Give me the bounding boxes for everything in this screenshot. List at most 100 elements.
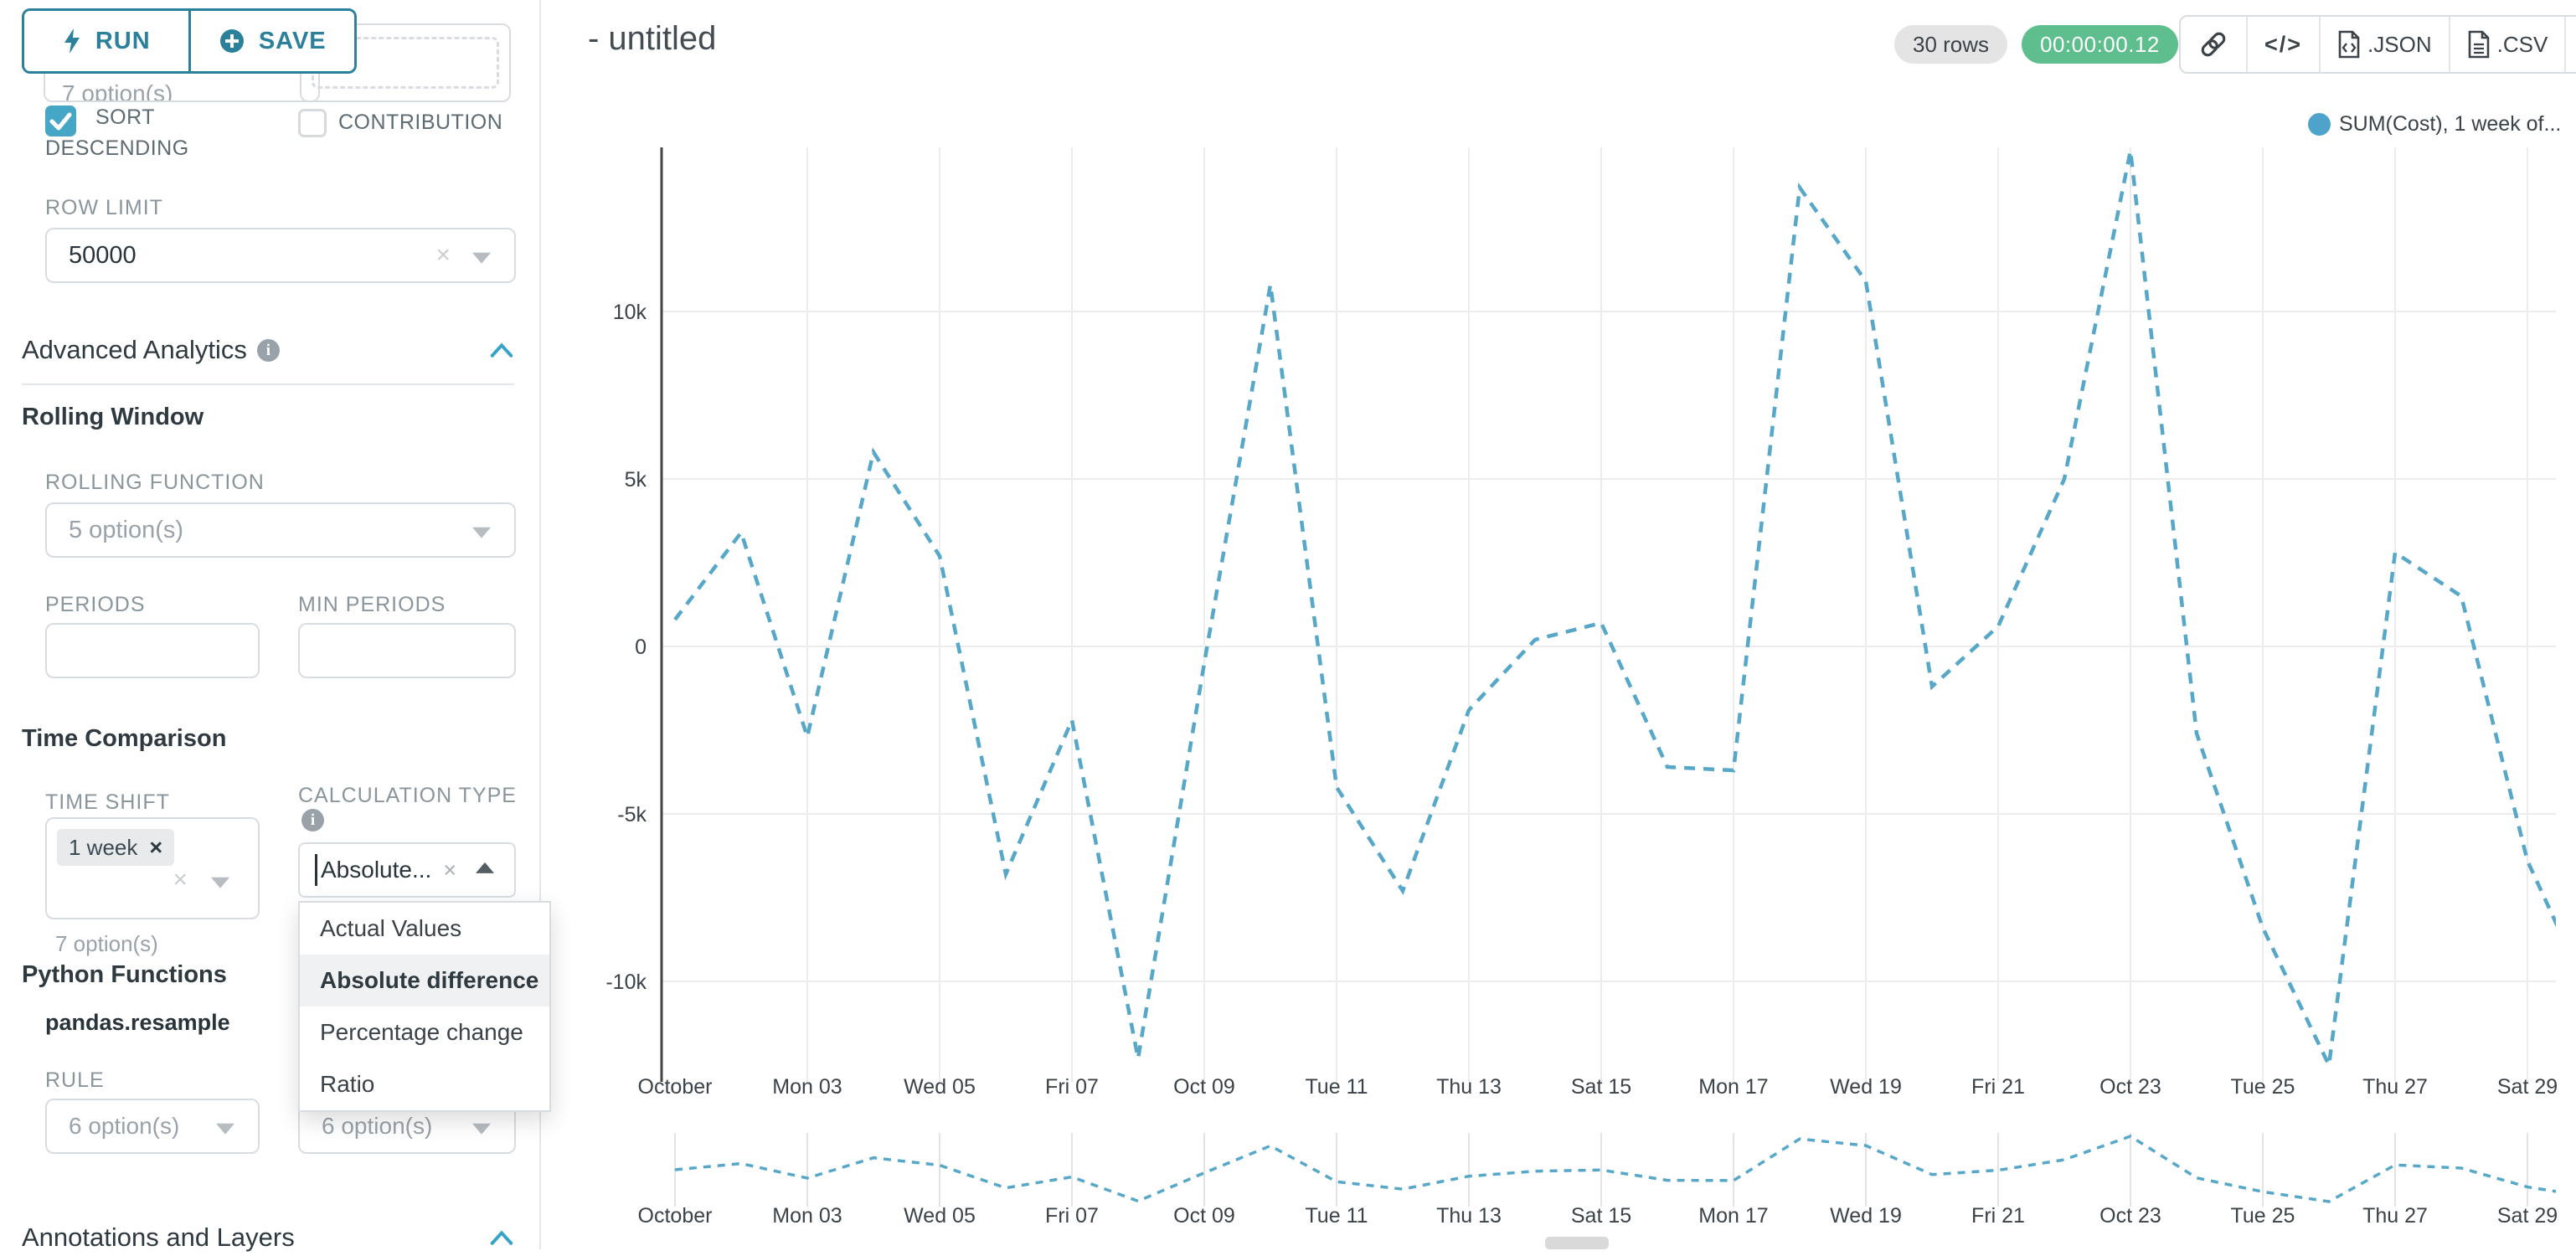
chevron-down-icon: [216, 1123, 234, 1135]
time-comparison-title: Time Comparison: [22, 725, 227, 752]
calculation-type-label: CALCULATION TYPE: [298, 784, 517, 807]
chart-title[interactable]: - untitled: [588, 20, 717, 57]
dropdown-option[interactable]: Absolute difference: [300, 955, 549, 1006]
query-timer-badge: 00:00:00.12: [2022, 25, 2178, 64]
svg-text:Tue 11: Tue 11: [1305, 1204, 1368, 1228]
remove-tag-icon[interactable]: ×: [149, 834, 163, 860]
time-shift-select[interactable]: 1 week × ×: [45, 817, 260, 919]
share-link-button[interactable]: [2181, 17, 2246, 72]
rolling-function-select[interactable]: 5 option(s): [45, 502, 516, 558]
run-button-label: RUN: [95, 27, 151, 54]
main-series-line: [673, 150, 2556, 1072]
chevron-up-icon[interactable]: [489, 342, 514, 358]
chart-menu-button[interactable]: [2564, 17, 2576, 72]
calculation-type-dropdown: Actual Values Absolute difference Percenta…: [298, 901, 551, 1112]
python-functions-title: Python Functions: [22, 961, 227, 988]
svg-text:Tue 25: Tue 25: [2231, 1204, 2295, 1228]
contribution-label: CONTRIBUTION: [338, 111, 503, 134]
periods-input[interactable]: [45, 623, 260, 678]
time-shift-tag: 1 week ×: [57, 829, 175, 866]
svg-text:Mon 03: Mon 03: [772, 1204, 842, 1228]
svg-text:Thu 27: Thu 27: [2362, 1204, 2428, 1228]
save-button[interactable]: SAVE: [188, 11, 354, 71]
dropdown-option[interactable]: Percentage change: [320, 1019, 523, 1045]
svg-text:Fri 21: Fri 21: [1971, 1075, 2025, 1099]
svg-text:October: October: [638, 1204, 713, 1228]
panel-divider[interactable]: [539, 0, 541, 1249]
chevron-up-icon: [476, 862, 494, 873]
clear-icon[interactable]: ×: [435, 241, 451, 269]
svg-text:-10k: -10k: [605, 970, 647, 994]
time-shift-label: TIME SHIFT: [45, 790, 170, 814]
advanced-analytics-title: Advanced Analytics: [22, 335, 247, 364]
plus-circle-icon: [219, 29, 244, 53]
pandas-resample-label: pandas.resample: [45, 1010, 230, 1035]
checkmark-icon: [49, 112, 72, 131]
svg-text:October: October: [638, 1075, 713, 1099]
mini-series-line: [674, 1135, 2556, 1203]
rolling-function-value: 5 option(s): [69, 516, 184, 543]
svg-text:Oct 09: Oct 09: [1173, 1075, 1235, 1099]
svg-text:Sat 15: Sat 15: [1571, 1204, 1631, 1228]
row-limit-value: 50000: [69, 241, 137, 269]
csv-label: .CSV: [2496, 31, 2548, 57]
run-button[interactable]: RUN: [24, 11, 188, 71]
json-label: .JSON: [2367, 31, 2432, 57]
rolling-function-label: ROLLING FUNCTION: [45, 471, 265, 494]
legend-dot-icon: [2308, 113, 2331, 136]
text-cursor: [315, 854, 317, 886]
csv-file-icon: [2468, 30, 2489, 59]
svg-text:5k: 5k: [625, 468, 647, 492]
partially-hidden-select-value: 7 option(s): [62, 80, 173, 102]
svg-text:Oct 23: Oct 23: [2099, 1075, 2161, 1099]
view-query-button[interactable]: </>: [2246, 17, 2320, 72]
export-json-button[interactable]: .JSON: [2319, 17, 2449, 72]
min-periods-label: MIN PERIODS: [298, 593, 446, 616]
mini-preview-chart[interactable]: October Mon 03 Wed 05 Fri 07 Oct 09 Tue 11 Thu…: [638, 1133, 2576, 1228]
chart-legend[interactable]: SUM(Cost), 1 week of...: [2308, 112, 2561, 136]
svg-text:Sat 29: Sat 29: [2497, 1075, 2558, 1099]
contribution-checkbox[interactable]: [298, 109, 327, 137]
info-icon: i: [256, 338, 280, 362]
rule-select[interactable]: 6 option(s): [45, 1099, 260, 1154]
time-shift-tag-value: 1 week: [69, 834, 138, 860]
svg-text:Fri 07: Fri 07: [1045, 1075, 1099, 1099]
export-toolbar: </> .JSON .CSV: [2179, 15, 2576, 74]
calculation-type-select[interactable]: Absolute... ×: [298, 842, 516, 898]
advanced-analytics-header[interactable]: Advanced Analytics i: [22, 332, 514, 368]
chevron-down-icon: [211, 877, 229, 888]
export-csv-button[interactable]: .CSV: [2448, 17, 2565, 72]
chevron-down-icon: [472, 252, 491, 264]
dropdown-option[interactable]: Ratio: [320, 1071, 375, 1097]
time-shift-options-note: 7 option(s): [55, 931, 158, 956]
svg-text:Oct 09: Oct 09: [1173, 1204, 1235, 1228]
dropdown-option[interactable]: Actual Values: [320, 915, 462, 941]
row-limit-select[interactable]: 50000 ×: [45, 228, 516, 283]
resample-method-value: 6 option(s): [322, 1113, 433, 1139]
svg-text:Thu 13: Thu 13: [1436, 1075, 1502, 1099]
panel-resize-handle[interactable]: [1545, 1237, 1609, 1249]
svg-text:Thu 27: Thu 27: [2362, 1075, 2428, 1099]
svg-text:Wed 05: Wed 05: [904, 1204, 976, 1228]
axis-labels: 10k 5k 0 -5k -10k October Mon 03 Wed 05 Fri 07 Oc…: [605, 301, 2558, 1099]
svg-text:Wed 05: Wed 05: [904, 1075, 976, 1099]
svg-text:Fri 07: Fri 07: [1045, 1204, 1099, 1228]
run-save-button-group: RUN SAVE: [22, 8, 357, 74]
sort-descending-checkbox[interactable]: [45, 106, 76, 136]
clear-icon[interactable]: ×: [173, 866, 188, 894]
calculation-type-value: Absolute...: [321, 857, 432, 883]
chevron-down-icon: [472, 527, 491, 538]
svg-text:Sat 29: Sat 29: [2497, 1204, 2558, 1228]
chevron-down-icon: [472, 1123, 491, 1135]
annotations-layers-header[interactable]: Annotations and Layers: [22, 1219, 514, 1256]
min-periods-input[interactable]: [298, 623, 516, 678]
svg-text:Tue 11: Tue 11: [1305, 1075, 1368, 1099]
control-panel-sidebar: 7 option(s) RUN SAVE SORT DESCENDING CON…: [0, 0, 551, 1252]
svg-text:Thu 13: Thu 13: [1436, 1204, 1502, 1228]
clear-icon[interactable]: ×: [443, 857, 457, 883]
sort-descending-label: SORT DESCENDING: [45, 106, 189, 160]
svg-text:Sat 15: Sat 15: [1571, 1075, 1631, 1099]
chevron-up-icon[interactable]: [489, 1230, 514, 1245]
lightning-bolt-icon: [64, 28, 80, 54]
